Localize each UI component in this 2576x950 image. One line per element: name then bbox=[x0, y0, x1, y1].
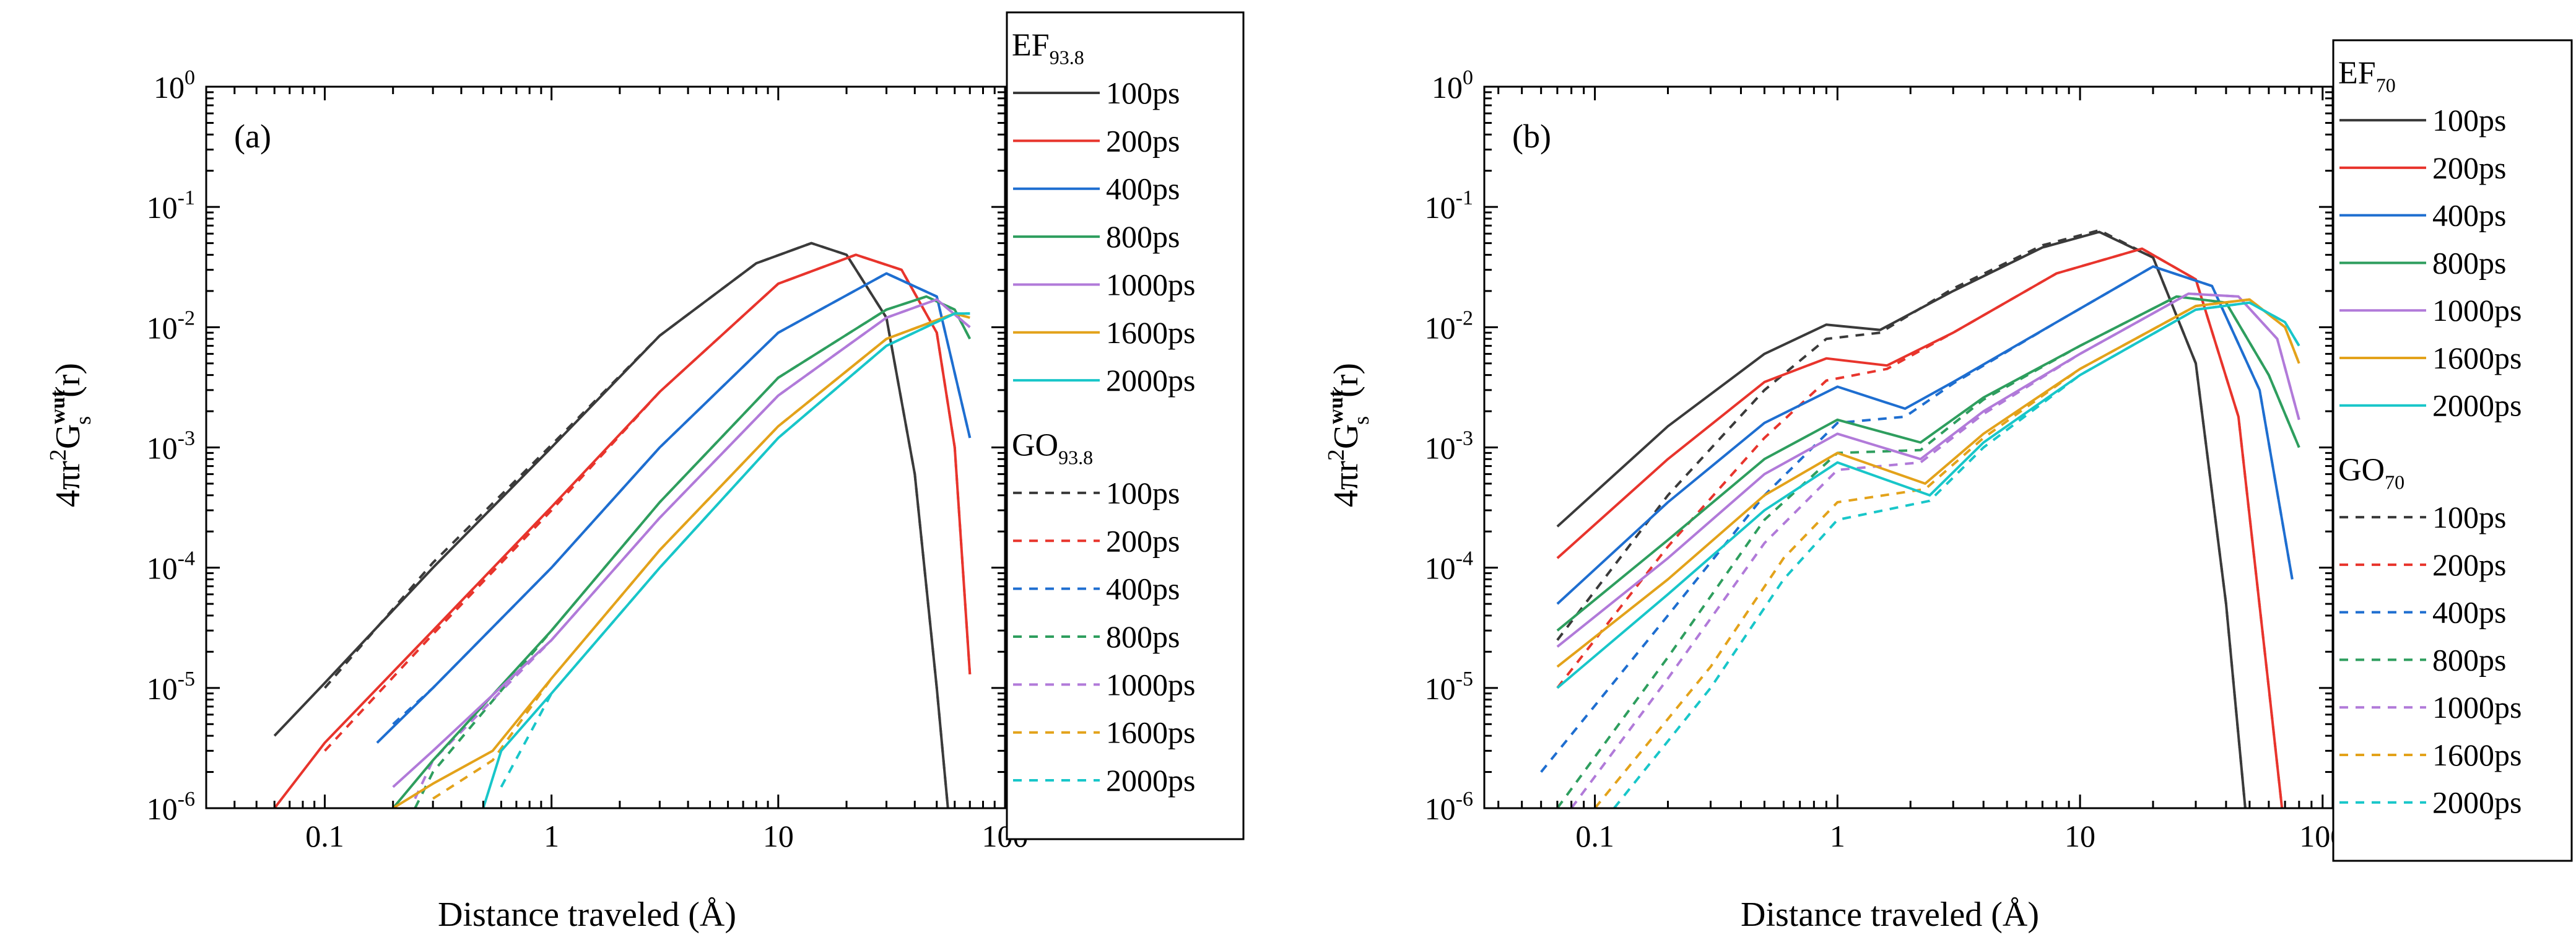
legend-entry-label: 1000ps bbox=[1106, 267, 1195, 302]
legend-entry-label: 200ps bbox=[1106, 123, 1180, 158]
legend: EF70 100ps 200ps 400ps 800ps 1000ps 1600ps 2000… bbox=[2332, 39, 2573, 862]
series-group bbox=[1540, 229, 2300, 808]
legend-entry-label: 2000ps bbox=[1106, 363, 1195, 398]
series-line-go-1600ps bbox=[1594, 298, 2300, 808]
y-tick-label: 10-4 bbox=[147, 547, 195, 586]
series-line-ef-100ps bbox=[1556, 230, 2247, 808]
legend-entry-label: 400ps bbox=[1106, 172, 1180, 206]
plot-frame bbox=[205, 85, 1006, 809]
legend-entry-label: 800ps bbox=[1106, 219, 1180, 254]
x-axis-title: Distance traveled (Å) bbox=[438, 896, 736, 934]
x-tick-label: 1 bbox=[1830, 819, 1845, 853]
series-line-ef-100ps bbox=[273, 242, 949, 808]
legend-entry-label: 100ps bbox=[1106, 476, 1180, 510]
series-line-go-800ps bbox=[1556, 295, 2300, 808]
legend-entry-label: 2000ps bbox=[1106, 763, 1195, 798]
x-axis: 0.1 1 10 100 bbox=[1497, 87, 2346, 853]
y-axis: 10-6 10-5 10-4 10-3 10-2 10-1 100 bbox=[147, 66, 1005, 826]
legend-entry-label: 100ps bbox=[2432, 500, 2506, 534]
series-line-ef-2000ps bbox=[1556, 301, 2300, 689]
legend-entry-label: 100ps bbox=[1106, 76, 1180, 110]
y-tick-label: 10-6 bbox=[1425, 788, 1473, 826]
y-tick-label: 10-2 bbox=[147, 307, 195, 345]
legend-entry-label: 2000ps bbox=[2432, 388, 2522, 423]
legend-group-title: GO70 bbox=[2338, 452, 2404, 493]
series-line-ef-800ps bbox=[1556, 295, 2300, 632]
y-axis-title: 4πr2Gwuts(r) bbox=[45, 363, 95, 507]
legend-group-title: EF93.8 bbox=[1012, 28, 1084, 69]
series-line-ef-1600ps bbox=[392, 312, 970, 808]
y-tick-label: 100 bbox=[154, 66, 195, 105]
legend-entry-label: 200ps bbox=[1106, 523, 1180, 558]
legend: EF93.8 100ps 200ps 400ps 800ps 1000ps 1600ps 20… bbox=[1006, 11, 1245, 840]
series-line-go-100ps bbox=[1556, 229, 2247, 808]
legend-entry-label: 1600ps bbox=[2432, 341, 2522, 375]
series-line-ef-1000ps bbox=[1556, 292, 2300, 648]
legend-frame bbox=[1006, 11, 1245, 840]
series-line-ef-200ps bbox=[1556, 247, 2284, 808]
legend-entry-label: 400ps bbox=[2432, 595, 2506, 630]
legend-entry-label: 800ps bbox=[2432, 245, 2506, 280]
x-axis-title: Distance traveled (Å) bbox=[1741, 896, 2039, 934]
legend-entry-label: 800ps bbox=[2432, 642, 2506, 677]
series-line-go-200ps bbox=[1556, 247, 2284, 808]
series-line-go-400ps bbox=[1540, 265, 2294, 773]
legend-entry-label: 100ps bbox=[2432, 103, 2506, 137]
legend-entry-label: 1000ps bbox=[2432, 293, 2522, 328]
y-tick-label: 100 bbox=[1432, 66, 1473, 105]
series-group bbox=[273, 242, 972, 808]
legend-entry-label: 1600ps bbox=[1106, 715, 1195, 750]
legend-entry-label: 400ps bbox=[2432, 198, 2506, 233]
legend-entry-label: 200ps bbox=[2432, 150, 2506, 185]
series-line-go-800ps bbox=[414, 295, 972, 808]
legend-entry-label: 200ps bbox=[2432, 547, 2506, 582]
y-tick-label: 10-6 bbox=[147, 788, 195, 826]
x-tick-label: 1 bbox=[544, 819, 559, 853]
x-tick-label: 10 bbox=[2065, 819, 2095, 853]
series-line-go-200ps bbox=[324, 253, 972, 752]
series-line-ef-2000ps bbox=[482, 312, 970, 808]
y-tick-label: 10-4 bbox=[1425, 547, 1473, 586]
series-line-ef-1600ps bbox=[1556, 298, 2300, 668]
x-tick-label: 0.1 bbox=[305, 819, 344, 853]
legend-entry-label: 1600ps bbox=[1106, 315, 1195, 350]
series-line-go-1000ps bbox=[1570, 292, 2300, 808]
legend-entry-label: 800ps bbox=[1106, 619, 1180, 654]
series-line-ef-1000ps bbox=[392, 298, 971, 788]
y-tick-label: 10-3 bbox=[1425, 427, 1473, 466]
panel-label: (a) bbox=[234, 118, 271, 155]
legend-entry-label: 1000ps bbox=[2432, 690, 2522, 725]
legend-entry-label: 400ps bbox=[1106, 572, 1180, 606]
legend-entry-label: 2000ps bbox=[2432, 785, 2522, 820]
series-line-ef-400ps bbox=[376, 272, 972, 744]
y-axis-title: 4πr2Gwuts(r) bbox=[1323, 363, 1373, 507]
panel-label: (b) bbox=[1512, 118, 1551, 155]
legend-group-title: EF70 bbox=[2338, 55, 2396, 96]
y-tick-label: 10-1 bbox=[147, 186, 195, 225]
series-line-ef-400ps bbox=[1556, 265, 2294, 605]
legend-entry-label: 1000ps bbox=[1106, 667, 1195, 702]
x-tick-label: 10 bbox=[763, 819, 794, 853]
y-tick-label: 10-3 bbox=[147, 427, 195, 466]
legend-entry-label: 1600ps bbox=[2432, 738, 2522, 772]
y-tick-label: 10-1 bbox=[1425, 186, 1473, 225]
series-line-ef-200ps bbox=[273, 253, 972, 808]
x-tick-label: 0.1 bbox=[1575, 819, 1614, 853]
series-line-go-1000ps bbox=[414, 298, 971, 800]
y-tick-label: 10-5 bbox=[147, 668, 195, 706]
legend-frame bbox=[2332, 39, 2573, 862]
y-axis: 10-6 10-5 10-4 10-3 10-2 10-1 100 bbox=[1425, 66, 2333, 826]
y-tick-label: 10-2 bbox=[1425, 307, 1473, 345]
series-line-go-100ps bbox=[323, 242, 949, 808]
y-tick-label: 10-5 bbox=[1425, 668, 1473, 706]
legend-group-title: GO93.8 bbox=[1012, 428, 1093, 469]
